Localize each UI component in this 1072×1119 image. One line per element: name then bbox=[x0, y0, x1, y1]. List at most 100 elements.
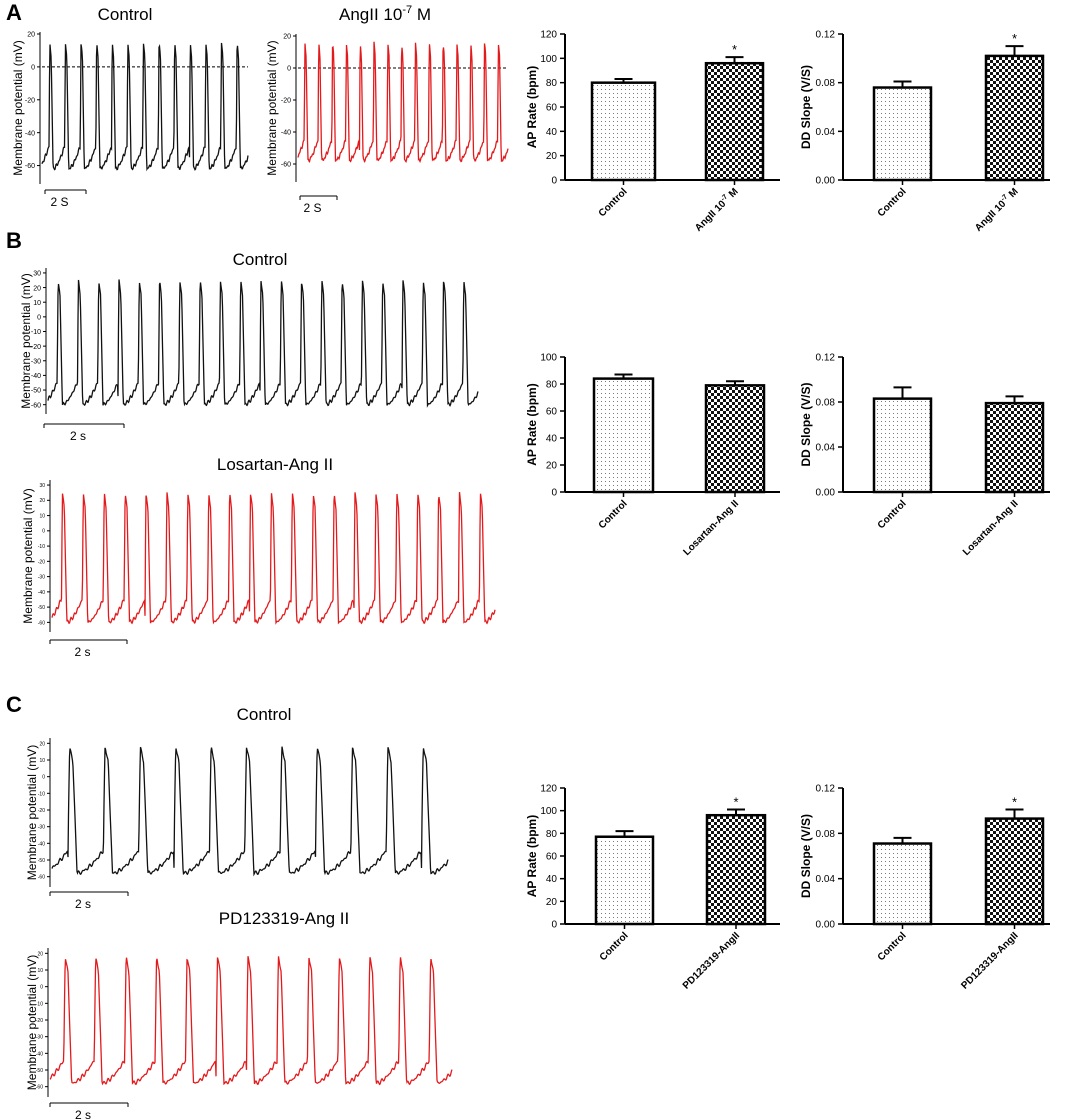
y-tick-label: -60 bbox=[36, 1085, 43, 1091]
y-tick-label: -50 bbox=[38, 858, 45, 864]
y-tick-label: -40 bbox=[38, 841, 45, 847]
scale-bar-label: 2 S bbox=[303, 201, 321, 215]
significance-marker: * bbox=[732, 42, 737, 57]
bar-treatment bbox=[984, 817, 1045, 926]
y-axis-label: Membrane potential (mV) bbox=[25, 745, 39, 880]
y-tick-label: 20 bbox=[546, 461, 558, 472]
bar-control bbox=[592, 377, 655, 494]
y-axis-label: DD Slope (V/S) bbox=[799, 382, 813, 466]
category-label: Control bbox=[876, 186, 909, 219]
y-tick-label: 0.08 bbox=[816, 829, 836, 840]
membrane-potential-trace bbox=[51, 492, 496, 625]
y-tick-label: -60 bbox=[25, 163, 35, 170]
bar-treatment bbox=[704, 61, 765, 182]
y-tick-label: 0 bbox=[551, 488, 557, 499]
y-tick-label: -20 bbox=[31, 344, 41, 351]
y-tick-label: -40 bbox=[38, 590, 45, 596]
y-axis-label: Membrane potential (mV) bbox=[25, 955, 39, 1090]
y-axis-label: Membrane potential (mV) bbox=[21, 488, 35, 623]
category-label: Control bbox=[597, 498, 630, 531]
y-tick-label: 0 bbox=[37, 315, 41, 322]
bar-treatment bbox=[984, 401, 1045, 494]
significance-marker: * bbox=[1012, 31, 1017, 46]
y-tick-label: -50 bbox=[31, 388, 41, 395]
category-label: PD123319-AngII bbox=[681, 930, 742, 991]
y-tick-label: 0.12 bbox=[816, 784, 836, 795]
y-tick-label: -20 bbox=[25, 97, 35, 104]
y-tick-label: 0.00 bbox=[816, 920, 836, 931]
y-tick-label: 30 bbox=[33, 271, 41, 278]
y-tick-label: 0.00 bbox=[816, 176, 836, 187]
chart-a-dd-slope: 0.00 0.04 0.08 0.12 DD Slope (V/S) Control * An… bbox=[799, 30, 1050, 234]
y-tick-label: 80 bbox=[546, 78, 558, 89]
y-tick-label: -60 bbox=[31, 402, 41, 409]
trace-title: Losartan-Ang II bbox=[217, 455, 333, 474]
y-axis-label: AP Rate (bpm) bbox=[525, 383, 539, 465]
y-tick-label: -10 bbox=[36, 1001, 43, 1007]
membrane-potential-trace bbox=[41, 42, 249, 172]
y-tick-label: 60 bbox=[546, 407, 558, 418]
y-tick-label: 20 bbox=[283, 34, 291, 41]
y-tick-label: 100 bbox=[540, 806, 557, 817]
chart-c-dd-slope: 0.00 0.04 0.08 0.12 DD Slope (V/S) Control * PD… bbox=[799, 784, 1050, 992]
bar-treatment bbox=[704, 384, 766, 494]
y-tick-label: 80 bbox=[546, 380, 558, 391]
y-tick-label: -30 bbox=[38, 825, 45, 831]
y-tick-label: 40 bbox=[546, 127, 558, 138]
y-tick-label: -40 bbox=[25, 130, 35, 137]
y-tick-label: 10 bbox=[39, 513, 45, 519]
trace-title: Control bbox=[237, 705, 292, 724]
panel-letter-a: A bbox=[6, 0, 22, 25]
y-tick-label: 0.12 bbox=[816, 30, 836, 41]
y-tick-label: -20 bbox=[38, 559, 45, 565]
y-tick-label: 20 bbox=[33, 285, 41, 292]
y-tick-label: 0 bbox=[287, 66, 291, 73]
y-tick-label: 100 bbox=[540, 54, 557, 65]
y-tick-label: 0.04 bbox=[816, 443, 836, 454]
y-tick-label: -60 bbox=[38, 620, 45, 626]
y-axis-label: DD Slope (V/S) bbox=[799, 814, 813, 898]
y-tick-label: 20 bbox=[546, 151, 558, 162]
y-tick-label: -10 bbox=[38, 544, 45, 550]
y-tick-label: 20 bbox=[39, 741, 45, 747]
category-label: Losartan-Ang II bbox=[681, 498, 741, 558]
y-tick-label: 120 bbox=[540, 30, 557, 41]
chart-c-ap-rate: 0 20 40 60 80 100 120 AP Rate (bpm) Control * PD12… bbox=[525, 784, 780, 992]
chart-b-ap-rate: 0 20 40 60 80 100 AP Rate (bpm) Control Losartan… bbox=[525, 353, 780, 558]
y-tick-label: -20 bbox=[281, 98, 291, 105]
y-tick-label: 20 bbox=[546, 897, 558, 908]
category-label: Control bbox=[597, 186, 630, 219]
y-tick-label: -60 bbox=[281, 162, 291, 169]
chart-b-control-trace: Control 30 20 10 0 -10 -20 -30 -40 -50 -60Membrane… bbox=[19, 250, 479, 443]
bar-control bbox=[590, 81, 657, 182]
scale-bar-label: 2 s bbox=[75, 1108, 91, 1119]
panel-letter-c: C bbox=[6, 692, 22, 717]
y-tick-label: 40 bbox=[546, 874, 558, 885]
y-tick-label: 100 bbox=[540, 353, 557, 364]
y-tick-label: 0.08 bbox=[816, 78, 836, 89]
y-tick-label: -10 bbox=[38, 791, 45, 797]
y-axis-label: Membrane potential (mV) bbox=[265, 40, 279, 175]
y-tick-label: 60 bbox=[546, 852, 558, 863]
bar-treatment bbox=[984, 54, 1045, 182]
y-axis-label: AP Rate (bpm) bbox=[525, 815, 539, 897]
chart-b-dd-slope: 0.00 0.04 0.08 0.12 DD Slope (V/S) Control Los… bbox=[799, 353, 1050, 558]
y-tick-label: 0 bbox=[42, 775, 45, 781]
y-tick-label: 60 bbox=[546, 103, 558, 114]
y-tick-label: -20 bbox=[38, 808, 45, 814]
y-tick-label: 20 bbox=[37, 951, 43, 957]
chart-a-ap-rate: 0 20 40 60 80 100 120 AP Rate (bpm) Control * AngI… bbox=[525, 30, 780, 234]
bar-control bbox=[594, 835, 655, 926]
y-tick-label: 0 bbox=[42, 529, 45, 535]
bar-treatment bbox=[705, 813, 767, 926]
trace-title: PD123319-Ang II bbox=[219, 909, 349, 928]
y-tick-label: -40 bbox=[31, 373, 41, 380]
y-tick-label: 0.04 bbox=[816, 127, 836, 138]
y-tick-label: 0.12 bbox=[816, 353, 836, 364]
y-tick-label: 0 bbox=[551, 176, 557, 187]
y-tick-label: -60 bbox=[38, 875, 45, 881]
y-tick-label: 0 bbox=[551, 920, 557, 931]
